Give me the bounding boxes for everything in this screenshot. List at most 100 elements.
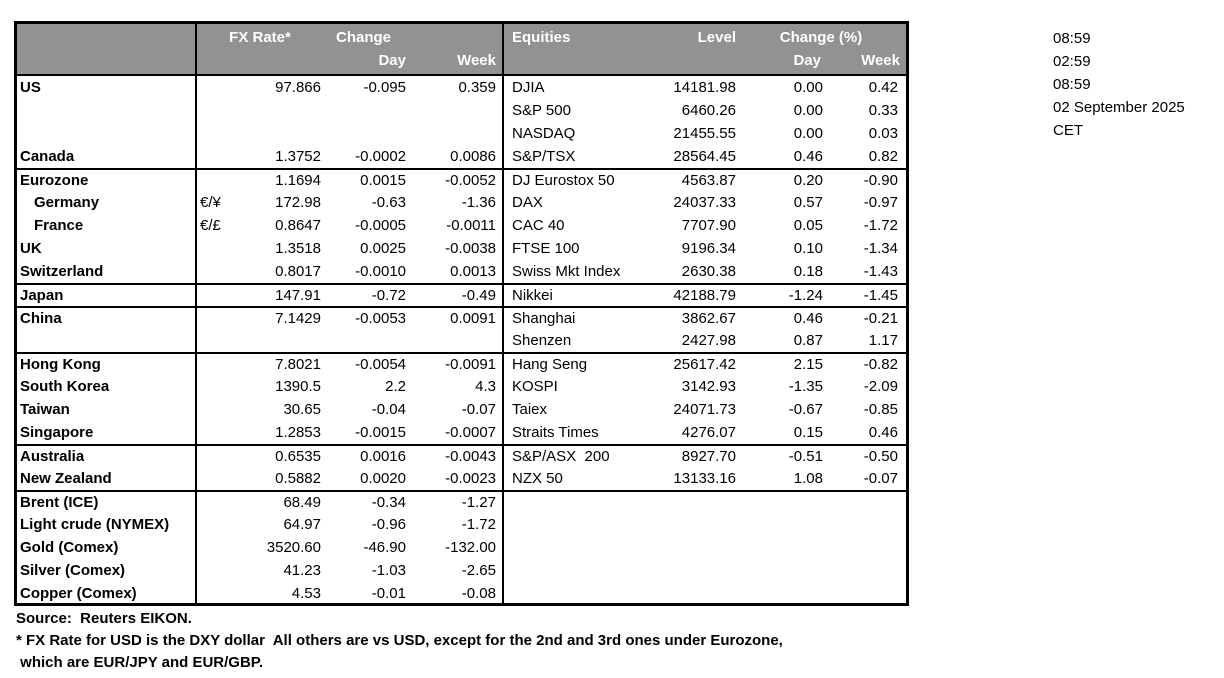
fx-change-day: 0.0020 [360, 470, 406, 487]
region-label: Germany [34, 194, 100, 211]
equity-level: 2630.38 [681, 263, 736, 280]
equity-change-day [736, 492, 823, 513]
equity-change-week [823, 536, 906, 559]
equity-level: 25617.42 [673, 356, 736, 373]
equity-change-day: -1.35 [788, 378, 823, 395]
fx-change-day: -0.34 [371, 494, 406, 511]
equity-level: 24037.33 [673, 194, 736, 211]
equity-level: 24071.73 [673, 401, 736, 418]
equity-change-week [823, 559, 906, 582]
fx-pair-symbol [197, 398, 243, 421]
equity-name: NASDAQ [512, 125, 576, 142]
equity-change-week [823, 582, 906, 605]
equity-change-week: -1.45 [863, 287, 898, 304]
fx-rate-value: 4.53 [291, 585, 321, 602]
header-eq-day: Day [793, 52, 821, 69]
fx-change-day: -0.63 [371, 194, 406, 211]
report-date: 02 September 2025 [1053, 99, 1185, 116]
equity-level: 21455.55 [673, 125, 736, 142]
fx-rate-value: 41.23 [283, 562, 321, 579]
equity-change-week: 1.17 [868, 332, 898, 349]
equity-name [504, 513, 656, 536]
fx-change-week: -0.07 [461, 401, 496, 418]
region-label: New Zealand [20, 470, 112, 487]
fx-change-week: 0.0086 [450, 148, 496, 165]
market-data-table: FX Rate* Change Equities Level Change (%… [14, 21, 909, 606]
fx-change-week: -1.72 [461, 516, 496, 533]
equity-change-day: -0.67 [788, 401, 823, 418]
table-header: FX Rate* Change Equities Level Change (%… [17, 24, 906, 76]
fx-rate-value: 30.65 [283, 401, 321, 418]
equity-level: 14181.98 [673, 79, 736, 96]
equity-name [504, 582, 656, 605]
fx-pair-symbol [197, 308, 243, 329]
equity-change-day: 0.18 [793, 263, 823, 280]
table-row: Japan 147.91 -0.72 -0.49 Nikkei 42188.79 -1.24… [17, 283, 906, 306]
header-eq-week: Week [861, 52, 900, 69]
equity-name: Straits Times [512, 424, 599, 441]
fx-change-day: 0.0025 [360, 240, 406, 257]
equity-level: 6460.26 [681, 102, 736, 119]
table-row: South Korea 1390.5 2.2 4.3 KOSPI 3142.93 -1.35… [17, 375, 906, 398]
header-level: Level [697, 29, 736, 46]
equity-change-week: -0.82 [863, 356, 898, 373]
region-label: Canada [20, 148, 75, 165]
fx-pair-symbol [197, 492, 243, 513]
fx-change-week [406, 329, 504, 352]
table-row: S&P 500 6460.26 0.00 0.33 [17, 99, 906, 122]
equity-change-week: 0.82 [868, 148, 898, 165]
region-label: Eurozone [20, 172, 89, 189]
fx-change-day: -0.0053 [355, 310, 406, 327]
equity-name: DJ Eurostox 50 [512, 172, 615, 189]
table-row: Gold (Comex) 3520.60 -46.90 -132.00 [17, 536, 906, 559]
fx-rate-value: 0.5882 [275, 470, 321, 487]
fx-pair-symbol [197, 582, 243, 605]
fx-change-week: 0.0091 [450, 310, 496, 327]
fx-change-day: -1.03 [371, 562, 406, 579]
table-row: US 97.866 -0.095 0.359 DJIA 14181.98 0.00 0.42 [17, 76, 906, 99]
fx-rate-value: 0.6535 [275, 448, 321, 465]
equity-name [504, 536, 656, 559]
fx-pair-symbol [197, 170, 243, 191]
table-row: New Zealand 0.5882 0.0020 -0.0023 NZX 50 1313… [17, 467, 906, 490]
equity-change-day [736, 536, 823, 559]
fx-pair-symbol [197, 260, 243, 283]
equity-level: 8927.70 [681, 448, 736, 465]
equity-level [656, 559, 736, 582]
equity-name: S&P/ASX 200 [512, 448, 610, 465]
fx-pair-symbol [197, 536, 243, 559]
table-row: Brent (ICE) 68.49 -0.34 -1.27 [17, 490, 906, 513]
fx-rate-value: 1.2853 [275, 424, 321, 441]
region-label: US [20, 79, 41, 96]
fx-pair-symbol [197, 122, 243, 145]
equity-name: DJIA [512, 79, 545, 96]
region-label: Switzerland [20, 263, 104, 280]
equity-level [656, 492, 736, 513]
equity-change-week [823, 492, 906, 513]
fx-change-day: -0.01 [371, 585, 406, 602]
fx-change-week: -0.0091 [445, 356, 496, 373]
fx-rate-value: 147.91 [275, 287, 321, 304]
equity-level: 2427.98 [681, 332, 736, 349]
region-label: Japan [20, 287, 64, 304]
equity-change-week: -1.43 [863, 263, 898, 280]
fx-pair-symbol [197, 237, 243, 260]
region-label: Silver (Comex) [20, 562, 126, 579]
equity-change-week: -0.07 [863, 470, 898, 487]
equity-change-week: 0.33 [868, 102, 898, 119]
source-note: Source: Reuters EIKON. [16, 610, 192, 627]
header-fx-week: Week [457, 52, 496, 69]
fx-pair-symbol: €/¥ [200, 194, 221, 211]
equity-name: S&P 500 [512, 102, 571, 119]
equity-change-week: 0.03 [868, 125, 898, 142]
fx-change-week: -0.0011 [446, 217, 496, 234]
table-row: Germany €/¥ 172.98 -0.63 -1.36 DAX 24037.33 0.5… [17, 191, 906, 214]
fx-change-week: -132.00 [445, 539, 496, 556]
equity-name: DAX [512, 194, 543, 211]
equity-change-day: 0.20 [793, 172, 823, 189]
fx-rate-value: 1.3752 [275, 148, 321, 165]
fx-change-week: -0.08 [461, 585, 496, 602]
region-label: Copper (Comex) [20, 585, 137, 602]
equity-change-week: 0.42 [868, 79, 898, 96]
equity-change-week: -0.97 [863, 194, 898, 211]
